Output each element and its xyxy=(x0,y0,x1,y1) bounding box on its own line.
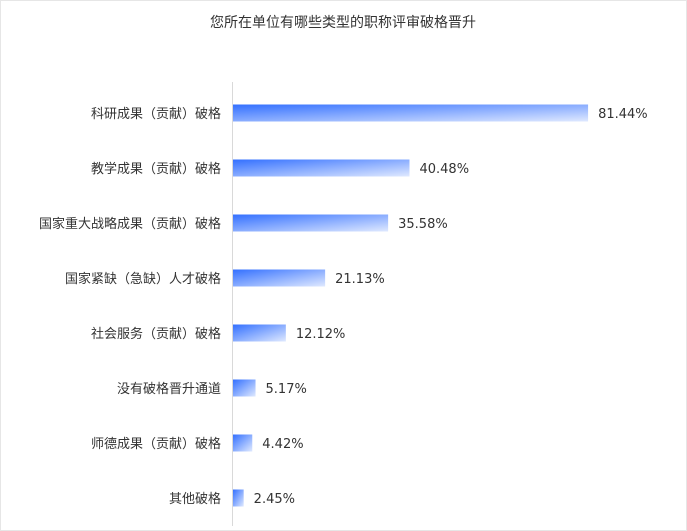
data-label: 81.44% xyxy=(598,107,648,122)
category-label: 国家紧缺（急缺）人才破格 xyxy=(65,271,221,287)
category-label: 师德成果（贡献）破格 xyxy=(91,436,221,452)
data-label: 40.48% xyxy=(419,162,469,177)
category-label: 其他破格 xyxy=(169,491,221,507)
bar[interactable] xyxy=(233,379,256,397)
bar[interactable] xyxy=(233,434,253,452)
data-label: 12.12% xyxy=(296,327,346,342)
category-label: 科研成果（贡献）破格 xyxy=(91,106,221,122)
category-label: 国家重大战略成果（贡献）破格 xyxy=(39,216,221,232)
category-label: 社会服务（贡献）破格 xyxy=(91,326,221,342)
bar[interactable] xyxy=(233,159,410,177)
data-label: 4.42% xyxy=(262,437,303,452)
data-label: 21.13% xyxy=(335,272,385,287)
data-label: 2.45% xyxy=(254,492,295,507)
chart-title: 您所在单位有哪些类型的职称评审破格晋升 xyxy=(210,14,476,31)
bar[interactable] xyxy=(233,104,589,122)
bar[interactable] xyxy=(233,269,326,287)
bar[interactable] xyxy=(233,324,286,342)
data-label: 5.17% xyxy=(266,382,307,397)
data-label: 35.58% xyxy=(398,217,448,232)
bar[interactable] xyxy=(233,214,389,232)
category-label: 教学成果（贡献）破格 xyxy=(91,161,221,177)
category-label: 没有破格晋升通道 xyxy=(117,381,221,397)
bar[interactable] xyxy=(233,489,244,507)
